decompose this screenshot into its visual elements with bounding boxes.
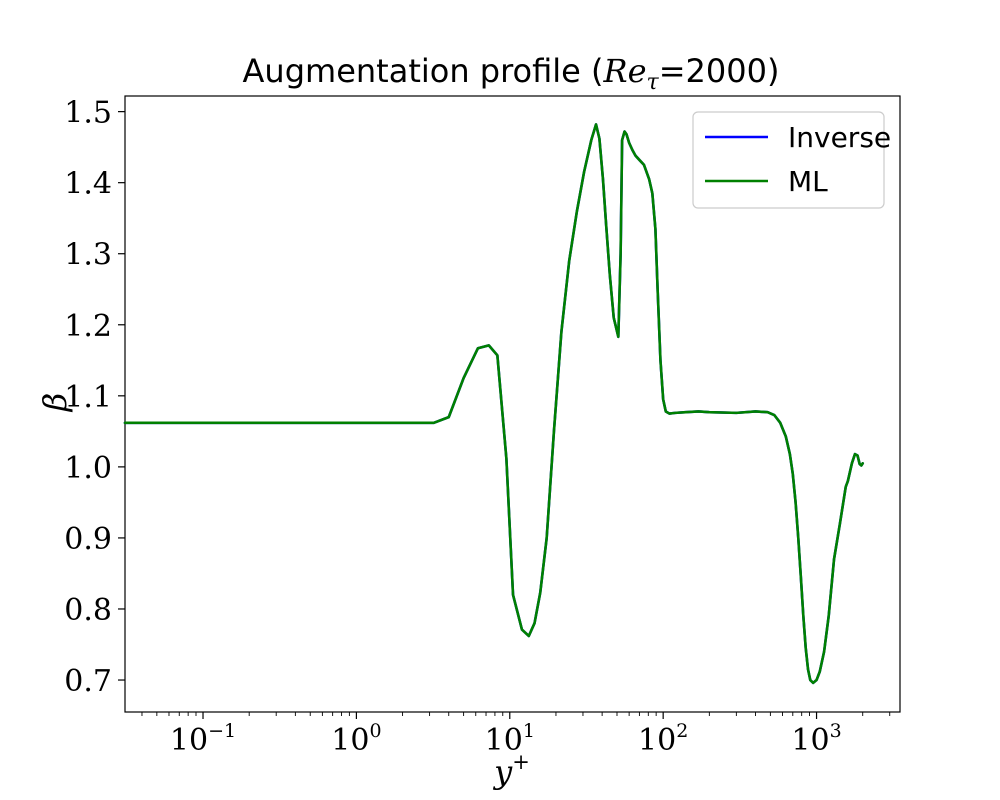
y-tick-label: 1.1 [64,380,112,415]
series-line-ml [123,123,865,685]
x-tick-label: 103 [791,720,841,758]
chart-title-math: Re [603,52,647,90]
legend: Inverse ML [692,111,891,209]
y-tick-label: 0.8 [64,593,112,628]
y-tick-label: 1.2 [64,309,112,344]
series-group [123,123,865,685]
y-axis-ticks: 0.7 0.8 0.9 1.0 1.1 1.2 1.3 1.4 1.5 [64,96,125,699]
x-tick-label: 100 [331,720,381,758]
chart-title-prefix: Augmentation profile ( [243,52,604,90]
x-axis-label-main: y [492,753,513,791]
chart-title-subscript: τ [647,70,660,95]
x-axis-label: y+ [492,750,530,791]
plot-area-frame [124,95,901,713]
chart-title-suffix: =2000) [659,52,780,90]
legend-label-ml: ML [788,165,828,198]
x-tick-label: 10−1 [170,720,236,758]
y-tick-label: 0.7 [64,664,112,699]
y-axis-label: β [36,393,74,413]
x-axis-label-sup: + [512,750,530,774]
y-tick-label: 1.5 [64,96,112,131]
x-axis-ticks: 10−1 100 101 102 103 [141,712,891,758]
x-tick-label: 102 [638,720,688,758]
y-tick-label: 1.4 [64,167,112,202]
chart-title: Augmentation profile (Reτ=2000) [243,52,780,95]
y-tick-label: 1.0 [64,451,112,486]
y-tick-label: 1.3 [64,238,112,273]
legend-label-inverse: Inverse [788,121,891,154]
y-tick-label: 0.9 [64,522,112,557]
x-tick-label: 101 [485,720,535,758]
